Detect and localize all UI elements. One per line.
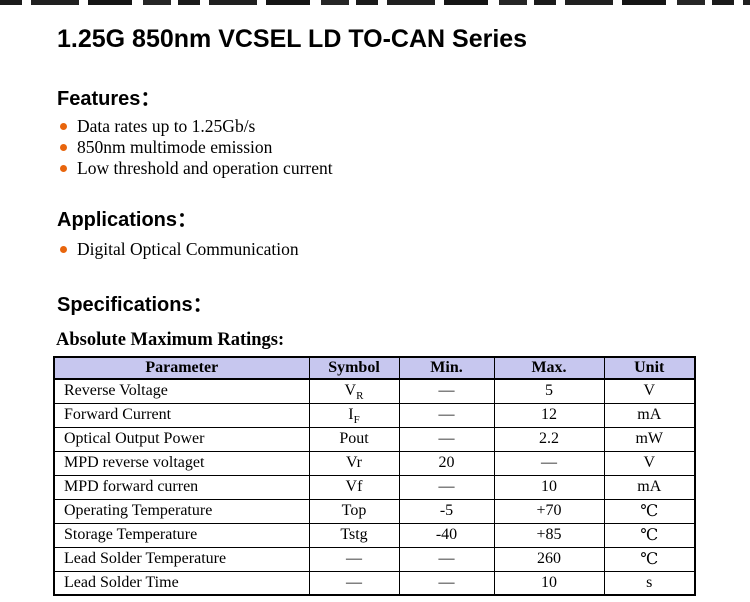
list-item: Low threshold and operation current	[60, 158, 333, 179]
column-header-max: Max.	[493, 356, 605, 380]
applications-heading: Applications：	[57, 209, 198, 231]
cell-min: —	[398, 546, 495, 572]
list-item-text: Low threshold and operation current	[77, 158, 333, 178]
cell-symbol: Vf	[308, 474, 400, 500]
cell-unit: mA	[603, 402, 696, 428]
cell-min: —	[398, 402, 495, 428]
specifications-heading: Specifications：	[57, 294, 213, 316]
list-item: Data rates up to 1.25Gb/s	[60, 116, 333, 137]
absolute-maximum-ratings-table: Parameter Symbol Min. Max. Unit Reverse Volt…	[53, 356, 696, 596]
cell-parameter: Optical Output Power	[53, 426, 310, 452]
table-header-row: Parameter Symbol Min. Max. Unit	[53, 356, 696, 380]
table-row: Lead Solder Time — —10 s	[53, 570, 696, 596]
list-item: Digital Optical Communication	[60, 239, 299, 260]
table-row: Lead Solder Temperature — —260 ℃	[53, 546, 696, 572]
cell-unit: mW	[603, 426, 696, 452]
table-body: Reverse Voltage VR —5 V Forward Current IF —12…	[53, 378, 696, 596]
list-item-text: Digital Optical Communication	[77, 239, 299, 259]
scan-crop-artifact-strip	[0, 0, 750, 5]
table-row: Reverse Voltage VR —5 V	[53, 378, 696, 404]
cell-unit: V	[603, 378, 696, 404]
table-row: Operating Temperature Top -5 +70 ℃	[53, 498, 696, 524]
cell-parameter: Operating Temperature	[53, 498, 310, 524]
cell-min: 20	[398, 450, 495, 476]
cell-unit: ℃	[603, 546, 696, 572]
cell-symbol: —	[308, 570, 400, 596]
cell-parameter: MPD forward curren	[53, 474, 310, 500]
table-row: Storage Temperature Tstg -40 +85 ℃	[53, 522, 696, 548]
cell-symbol: Vr	[308, 450, 400, 476]
cell-max: 10	[493, 474, 605, 500]
column-header-parameter: Parameter	[53, 356, 310, 380]
cell-symbol: VR	[308, 378, 400, 404]
cell-unit: mA	[603, 474, 696, 500]
cell-max: —	[493, 450, 605, 476]
table-row: Forward Current IF —12 mA	[53, 402, 696, 428]
list-item-text: 850nm multimode emission	[77, 137, 273, 157]
list-item-text: Data rates up to 1.25Gb/s	[77, 116, 256, 136]
cell-symbol: —	[308, 546, 400, 572]
cell-min: —	[398, 570, 495, 596]
list-item: 850nm multimode emission	[60, 137, 333, 158]
cell-parameter: Lead Solder Temperature	[53, 546, 310, 572]
applications-list: Digital Optical Communication	[60, 239, 299, 260]
cell-symbol: Pout	[308, 426, 400, 452]
cell-max: +85	[493, 522, 605, 548]
cell-symbol: Tstg	[308, 522, 400, 548]
cell-unit: V	[603, 450, 696, 476]
column-header-min: Min.	[398, 356, 495, 380]
table-row: Optical Output Power Pout —2.2 mW	[53, 426, 696, 452]
bullet-icon	[60, 123, 67, 130]
cell-max: 10	[493, 570, 605, 596]
table-row-header: Parameter Symbol Min. Max. Unit	[53, 356, 696, 380]
symbol-subscript: F	[353, 414, 360, 427]
cell-max: 2.2	[493, 426, 605, 452]
cell-unit: s	[603, 570, 696, 596]
cell-max: 5	[493, 378, 605, 404]
cell-symbol: Top	[308, 498, 400, 524]
cell-max: +70	[493, 498, 605, 524]
cell-unit: ℃	[603, 522, 696, 548]
cell-min: —	[398, 474, 495, 500]
cell-max: 12	[493, 402, 605, 428]
cell-parameter: Storage Temperature	[53, 522, 310, 548]
cell-max: 260	[493, 546, 605, 572]
column-header-unit: Unit	[603, 356, 696, 380]
bullet-icon	[60, 246, 67, 253]
bullet-icon	[60, 165, 67, 172]
cell-min: —	[398, 426, 495, 452]
cell-parameter: Lead Solder Time	[53, 570, 310, 596]
cell-min: -40	[398, 522, 495, 548]
features-list: Data rates up to 1.25Gb/s 850nm multimode…	[60, 116, 333, 179]
cell-min: —	[398, 378, 495, 404]
cell-parameter: Reverse Voltage	[53, 378, 310, 404]
cell-unit: ℃	[603, 498, 696, 524]
table-row: MPD forward curren Vf —10 mA	[53, 474, 696, 500]
cell-symbol: IF	[308, 402, 400, 428]
symbol-subscript: R	[356, 390, 364, 403]
column-header-symbol: Symbol	[308, 356, 400, 380]
cell-parameter: Forward Current	[53, 402, 310, 428]
cell-parameter: MPD reverse voltaget	[53, 450, 310, 476]
features-heading: Features：	[57, 88, 161, 110]
bullet-icon	[60, 144, 67, 151]
table-row: MPD reverse voltaget Vr 20— V	[53, 450, 696, 476]
absolute-maximum-ratings-label: Absolute Maximum Ratings:	[56, 330, 285, 350]
page-title: 1.25G 850nm VCSEL LD TO-CAN Series	[57, 25, 528, 53]
cell-min: -5	[398, 498, 495, 524]
